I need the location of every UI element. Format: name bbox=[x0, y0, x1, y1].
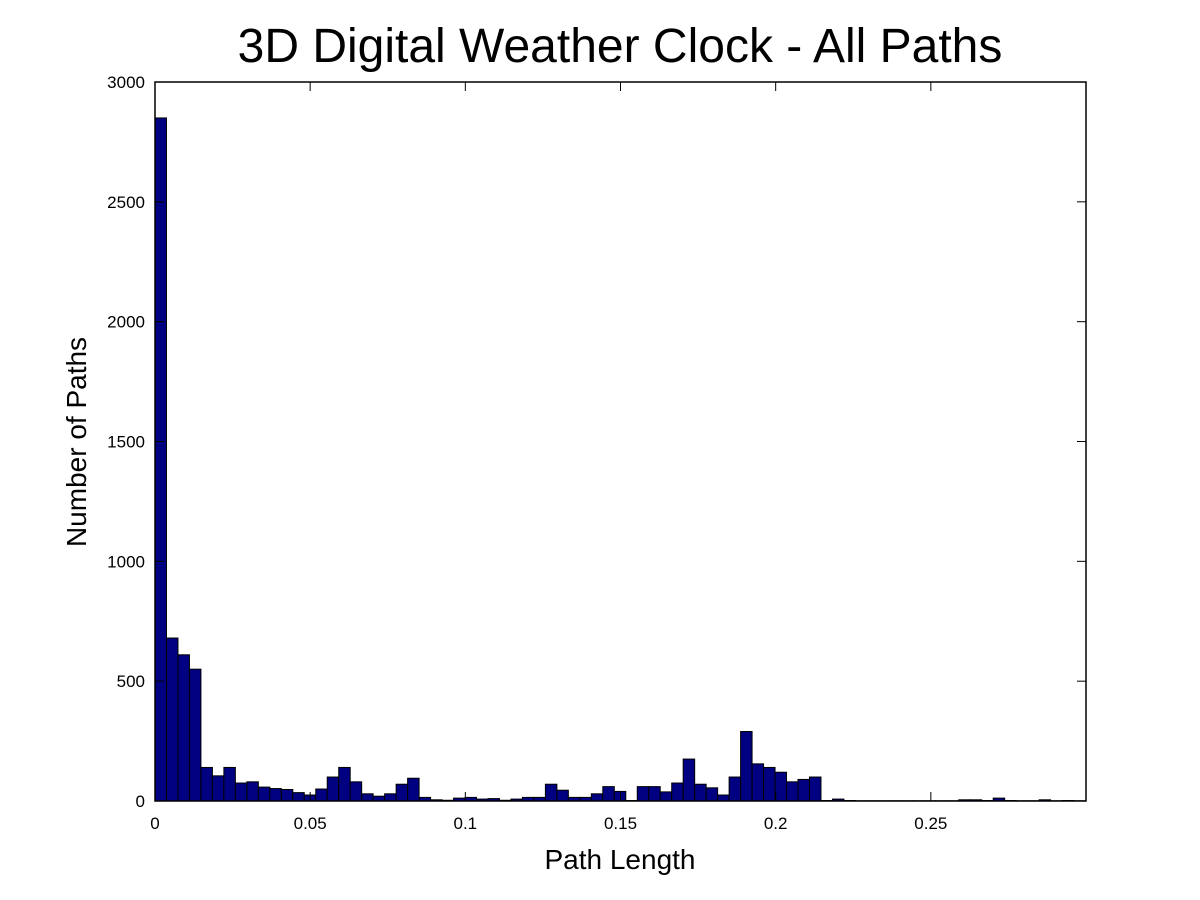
x-axis-ticks: 0 0.05 0.1 0.15 0.2 0.25 bbox=[150, 82, 947, 833]
x-tick-label: 0.2 bbox=[764, 814, 788, 833]
histogram-bar bbox=[808, 776, 822, 802]
histogram-bar bbox=[361, 793, 374, 802]
histogram-bar bbox=[797, 778, 810, 802]
y-axis-label: Number of Paths bbox=[61, 337, 92, 547]
y-tick-label: 3000 bbox=[107, 73, 145, 92]
y-tick-label: 1000 bbox=[107, 552, 145, 571]
histogram-bar bbox=[154, 117, 167, 802]
histogram-bar bbox=[269, 788, 282, 802]
histogram-bar bbox=[280, 789, 294, 802]
histogram-bar bbox=[315, 788, 328, 802]
x-tick-label: 0.1 bbox=[454, 814, 478, 833]
histogram-bar bbox=[763, 766, 776, 802]
histogram-bar bbox=[786, 781, 799, 802]
plot-frame bbox=[154, 81, 1087, 802]
y-tick-label: 2500 bbox=[107, 193, 145, 212]
histogram-bar bbox=[165, 637, 179, 802]
y-axis-ticks: 0 500 1000 1500 2000 2500 3000 bbox=[107, 73, 1086, 811]
x-tick-label: 0.25 bbox=[914, 814, 947, 833]
histogram-bar bbox=[177, 654, 190, 802]
histogram-bar bbox=[246, 781, 259, 802]
x-tick-label: 0.15 bbox=[604, 814, 637, 833]
histogram-bar bbox=[257, 786, 271, 802]
histogram-bar bbox=[349, 781, 363, 802]
histogram-bar bbox=[602, 786, 615, 802]
histogram-bar bbox=[671, 782, 684, 802]
histogram-bar bbox=[384, 793, 397, 802]
y-tick-label: 500 bbox=[117, 672, 145, 691]
x-tick-label: 0 bbox=[150, 814, 159, 833]
chart-title: 3D Digital Weather Clock - All Paths bbox=[238, 20, 1003, 73]
histogram-bar bbox=[705, 787, 719, 802]
histogram-bar bbox=[590, 793, 604, 802]
histogram-bar bbox=[556, 789, 569, 802]
histogram-bar bbox=[774, 771, 788, 802]
histogram-bar bbox=[234, 782, 248, 802]
histogram-bar bbox=[751, 763, 765, 802]
histogram-bar bbox=[223, 766, 236, 802]
histogram-bar bbox=[544, 783, 558, 802]
histogram-bar bbox=[740, 731, 753, 802]
x-axis-label: Path Length bbox=[544, 844, 695, 875]
histogram-bar bbox=[636, 786, 650, 802]
histogram-bar bbox=[211, 775, 225, 802]
histogram-bar bbox=[200, 766, 213, 802]
y-tick-label: 1500 bbox=[107, 433, 145, 452]
histogram-bar bbox=[292, 792, 305, 802]
y-tick-label: 0 bbox=[136, 792, 145, 811]
histogram-bar bbox=[717, 794, 730, 802]
histogram-bar bbox=[188, 668, 202, 802]
histogram-bar bbox=[659, 791, 673, 802]
histogram-bar bbox=[694, 783, 707, 802]
histogram-bar bbox=[648, 786, 661, 802]
histogram-bar bbox=[326, 776, 340, 802]
x-tick-label: 0.05 bbox=[294, 814, 327, 833]
bars-group bbox=[154, 117, 1086, 802]
histogram-bar bbox=[728, 776, 742, 802]
histogram-bar bbox=[407, 777, 420, 802]
histogram-bar bbox=[395, 783, 409, 802]
histogram-bar bbox=[338, 766, 351, 802]
y-tick-label: 2000 bbox=[107, 313, 145, 332]
histogram-bar bbox=[682, 758, 696, 802]
